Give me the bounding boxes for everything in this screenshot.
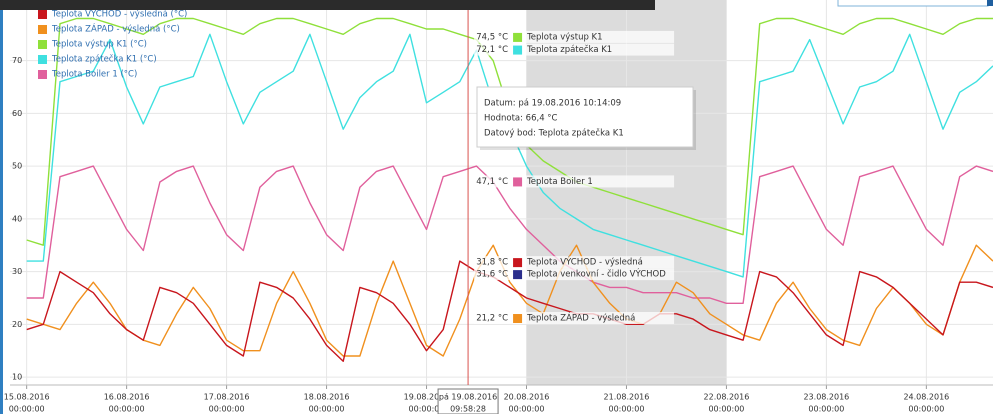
series-line	[26, 260, 993, 362]
crosshair-swatch	[513, 32, 523, 42]
crosshair-value-label: 31,6 °C	[476, 270, 508, 280]
x-tick-sublabel: 00:00:00	[309, 405, 345, 414]
x-tick-sublabel: 00:00:00	[209, 405, 245, 414]
crosshair-value-label: 47,1 °C	[476, 177, 508, 187]
y-tick-label: 50	[12, 162, 22, 171]
x-tick-label: 16.08.2016	[104, 393, 150, 402]
legend-label: Teplota výstup K1 (°C)	[51, 40, 147, 50]
crosshair-series-name: Teplota výstup K1	[526, 32, 602, 42]
x-tick-label: 18.08.2016	[304, 393, 350, 402]
top-right-marker	[987, 0, 993, 6]
crosshair-x-label: 09:58:28	[450, 405, 486, 414]
crosshair-x-label: pá 19.08.2016	[439, 393, 497, 402]
legend-swatch	[38, 10, 47, 19]
legend-label: Teplota Boiler 1 (°C)	[51, 70, 137, 80]
crosshair-value-label: 31,8 °C	[476, 258, 508, 268]
x-tick-sublabel: 00:00:00	[908, 405, 944, 414]
crosshair-swatch	[513, 258, 523, 268]
y-tick-label: 20	[12, 320, 22, 329]
crosshair-x-label-box	[437, 388, 499, 415]
x-tick-sublabel: 00:00:00	[109, 405, 145, 414]
crosshair-label-bg	[474, 43, 675, 56]
x-tick-sublabel: 00:00:00	[708, 405, 744, 414]
crosshair-label-bg	[474, 256, 675, 269]
tooltip-line: Hodnota: 66,4 °C	[484, 114, 558, 124]
x-tick-sublabel: 00:00:00	[808, 405, 844, 414]
tooltip	[476, 86, 694, 148]
x-tick-label: 24.08.2016	[903, 393, 949, 402]
legend-label: Teplota VÝCHOD - výsledná (°C)	[51, 8, 187, 20]
top-right-box	[837, 0, 989, 7]
y-tick-label: 70	[12, 56, 22, 65]
x-tick-sublabel: 00:00:00	[608, 405, 644, 414]
crosshair-series-name: Teplota ZÁPAD - výsledná	[526, 312, 635, 324]
crosshair-value-label: 74,5 °C	[476, 32, 508, 42]
x-tick-sublabel: 00:00:00	[9, 405, 45, 414]
legend-label: Teplota zpátečka K1 (°C)	[51, 54, 157, 65]
x-tick-label: 22.08.2016	[704, 393, 750, 402]
x-tick-sublabel: 00:00:00	[409, 405, 445, 414]
legend-swatch	[38, 25, 47, 34]
crosshair-swatch	[513, 314, 523, 324]
x-tick-label: 15.08.2016	[4, 393, 50, 402]
crosshair-label-bg	[474, 268, 675, 281]
tooltip-line: Datum: pá 19.08.2016 10:14:09	[484, 99, 621, 109]
y-tick-label: 10	[12, 373, 22, 382]
y-tick-label: 30	[12, 267, 22, 276]
legend-label: Teplota ZÁPAD - výsledná (°C)	[51, 23, 180, 35]
series-line	[26, 165, 993, 304]
y-tick-label: 60	[12, 109, 22, 118]
crosshair-series-name: Teplota venkovní - čidlo VÝCHOD	[526, 268, 666, 280]
legend-swatch	[38, 70, 47, 79]
x-tick-label: 17.08.2016	[204, 393, 250, 402]
photo-strip	[0, 0, 655, 10]
crosshair-swatch	[513, 45, 523, 55]
legend-swatch	[38, 55, 47, 64]
x-tick-label: 20.08.2016	[504, 393, 550, 402]
y-tick-label: 40	[12, 214, 22, 223]
x-tick-sublabel: 00:00:00	[509, 405, 545, 414]
crosshair-label-bg	[474, 312, 675, 325]
x-tick-label: 19.08.2016	[404, 393, 450, 402]
x-tick-label: 23.08.2016	[803, 393, 849, 402]
legend-swatch	[38, 40, 47, 49]
crosshair-series-name: Teplota Boiler 1	[526, 177, 593, 187]
crosshair-series-name: Teplota VÝCHOD - výsledná	[526, 256, 643, 268]
crosshair-swatch	[513, 270, 523, 280]
crosshair-value-label: 72,1 °C	[476, 45, 508, 55]
crosshair-swatch	[513, 177, 523, 187]
crosshair-label-bg	[474, 30, 675, 43]
x-tick-label: 21.08.2016	[604, 393, 650, 402]
series-line	[26, 244, 993, 357]
tooltip-line: Datový bod: Teplota zpátečka K1	[484, 128, 624, 139]
crosshair-label-bg	[474, 175, 675, 188]
crosshair-value-label: 21,2 °C	[476, 314, 508, 324]
left-border	[0, 0, 3, 414]
crosshair-series-name: Teplota zpátečka K1	[526, 44, 612, 55]
